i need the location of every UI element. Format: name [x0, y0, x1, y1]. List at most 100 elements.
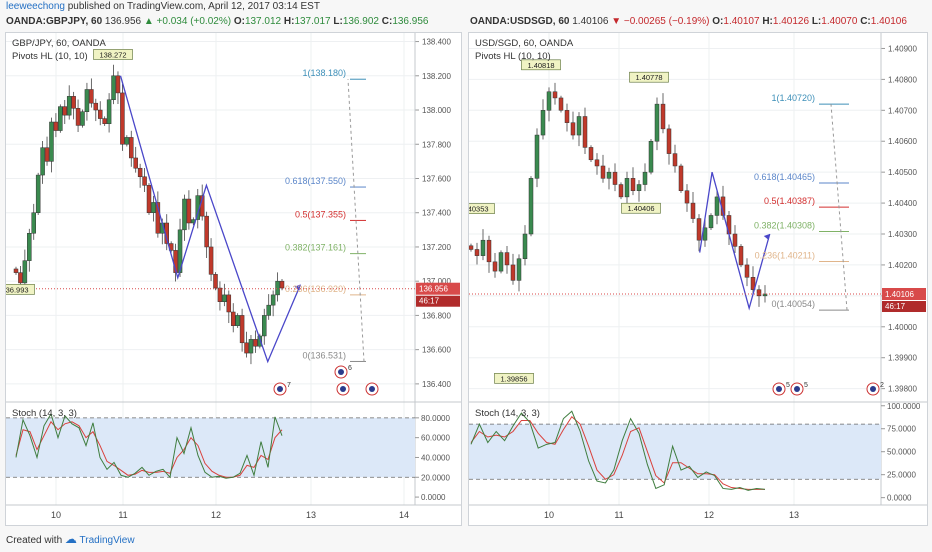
stoch-k-line — [15, 412, 283, 479]
candle-body — [516, 258, 522, 281]
candle-body — [474, 249, 480, 256]
candle-body — [744, 264, 750, 278]
candle-body — [660, 103, 666, 130]
usdsgd-chart[interactable]: 1.40900 1.40800 1.40700 1.40600 1.40500 1.404… — [455, 33, 927, 525]
candle-body — [217, 287, 223, 302]
candle-body — [630, 178, 636, 191]
event-count: 5 — [804, 382, 808, 389]
y-tick-label: 1.40900 — [888, 44, 917, 53]
event-count: 5 — [786, 382, 790, 389]
candle-body — [49, 121, 54, 162]
y-tick-label: 1.40500 — [888, 168, 917, 177]
candle-body — [262, 315, 267, 337]
last-price: 136.956 — [104, 16, 142, 27]
candle-body — [18, 272, 23, 284]
zigzag-arrow-icon — [763, 234, 770, 241]
x-tick-label: 14 — [399, 510, 409, 520]
chart-title: GBP/JPY, 60, OANDA — [12, 38, 106, 49]
y-tick-label: 136.400 — [422, 380, 451, 389]
candle-body — [62, 106, 68, 116]
candle-body — [618, 184, 624, 198]
candle-body — [146, 185, 152, 213]
fib-level-label: 1(1.40720) — [771, 93, 815, 103]
pivot-label: 1.40353 — [469, 205, 489, 214]
chart-title: USD/SGD, 60, OANDA — [475, 38, 574, 49]
chart-panel-left[interactable]: 138.400 138.200 138.000 137.800 137.600 137.4… — [0, 32, 462, 526]
pivot-label-box — [521, 59, 561, 71]
y-tick-label: 136.800 — [422, 311, 451, 320]
candle-body — [137, 167, 143, 178]
symbol-name: OANDA:USDSGD, 60 — [470, 16, 570, 27]
author-link[interactable]: leeweechong — [6, 1, 65, 12]
candle-body — [13, 268, 19, 273]
price-tag — [416, 282, 460, 295]
candle-body — [111, 75, 116, 101]
stoch-tick-label: 0.0000 — [887, 494, 912, 503]
zigzag-line — [699, 171, 771, 311]
pivot-label-box — [621, 202, 661, 214]
fib-level-label: 0.618(1.40465) — [754, 172, 815, 182]
candle-body — [253, 339, 258, 347]
flag-event-icon-center — [794, 386, 800, 392]
symbol-line-right: OANDA:USDSGD, 60 1.40106 ▼ −0.00265 (−0.… — [470, 16, 907, 27]
x-tick-label: 13 — [306, 510, 316, 520]
tradingview-brand-link[interactable]: TradingView — [79, 535, 135, 546]
candle-body — [642, 171, 648, 185]
candle-body — [186, 198, 192, 224]
candle-body — [540, 110, 546, 136]
pivot-label: 1.40818 — [527, 61, 554, 70]
zigzag-line — [119, 75, 302, 364]
candle-body — [558, 97, 564, 111]
candle-body — [115, 75, 121, 94]
countdown-tag — [882, 301, 926, 313]
candle-body — [35, 174, 41, 213]
stoch-label: Stoch (14, 3, 3) — [12, 408, 77, 419]
x-tick-label: 12 — [704, 510, 714, 520]
x-tick-label: 11 — [118, 510, 127, 520]
y-tick-label: 1.40200 — [888, 261, 917, 270]
candle-body — [257, 335, 263, 347]
y-tick-label: 137.000 — [422, 277, 451, 286]
open-value: 137.012 — [244, 16, 282, 27]
up-arrow-icon: ▲ — [143, 16, 154, 27]
flag-event-icon-center — [340, 386, 346, 392]
flag-event-icon-center — [369, 386, 375, 392]
stoch-tick-label: 60.0000 — [421, 434, 450, 443]
y-tick-label: 138.400 — [422, 38, 451, 47]
candle-body — [714, 196, 720, 216]
gbpjpy-chart[interactable]: 138.400 138.200 138.000 137.800 137.600 137.4… — [0, 33, 461, 525]
y-tick-label: 1.40600 — [888, 137, 917, 146]
candle-body — [594, 159, 600, 167]
candle-body — [244, 342, 249, 354]
candle-body — [142, 176, 147, 186]
event-count: 2 — [880, 382, 884, 389]
flag-event-icon-center — [277, 386, 283, 392]
candle-body — [690, 202, 696, 219]
stoch-tick-label: 100.0000 — [887, 402, 921, 411]
candle-body — [226, 294, 232, 313]
candle-body — [684, 190, 690, 204]
pivot-label: 1.40778 — [635, 73, 662, 82]
fib-level-label: 0.5(1.40387) — [764, 196, 815, 206]
symbol-name: OANDA:GBPJPY, 60 — [6, 16, 103, 27]
published-text: published on TradingView.com, April 12, … — [67, 1, 320, 12]
stoch-d-line — [470, 416, 765, 490]
fib-level-label: 0.5(137.355) — [295, 209, 346, 219]
candle-body — [106, 99, 112, 124]
candle-body — [133, 157, 138, 169]
candle-body — [492, 261, 498, 272]
countdown-label: 46:17 — [885, 302, 906, 311]
candle-body — [750, 277, 756, 290]
y-tick-label: 1.40800 — [888, 75, 917, 84]
countdown-tag — [416, 295, 460, 307]
candle-body — [239, 315, 245, 344]
event-count: 7 — [287, 382, 291, 389]
chart-panel-right[interactable]: 1.40900 1.40800 1.40700 1.40600 1.40500 1.404… — [455, 32, 928, 526]
candle-body — [235, 315, 240, 326]
candle-body — [151, 202, 156, 213]
candle-body — [248, 339, 254, 354]
candle-body — [53, 121, 59, 131]
candle-body — [270, 294, 276, 306]
candle-body — [89, 89, 94, 104]
created-with-label: Created with — [6, 535, 63, 546]
